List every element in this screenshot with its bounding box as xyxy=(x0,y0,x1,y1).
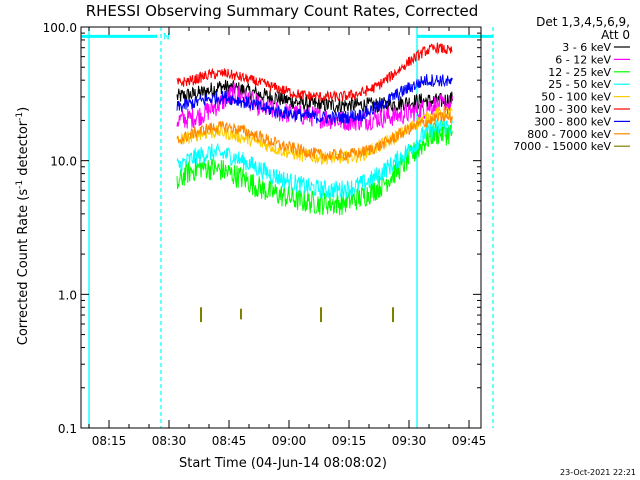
y-axis-label: Corrected Count Rate (s-1 detector-1) xyxy=(15,107,31,345)
legend-label: 25 - 50 keV xyxy=(548,78,611,91)
series-800to7000keV xyxy=(176,111,453,162)
y-axis-label-sup: -1 xyxy=(15,180,25,189)
series-line xyxy=(176,119,453,199)
x-axis-label: Start Time (04-Jun-14 08:08:02) xyxy=(179,456,387,471)
series-line xyxy=(176,79,453,114)
legend-label: 50 - 100 keV xyxy=(541,91,611,104)
y-tick-label: 1.0 xyxy=(58,288,77,302)
footer-timestamp: 23-Oct-2021 22:21 xyxy=(560,468,636,477)
plot-frame xyxy=(80,26,482,429)
flag-label: N xyxy=(163,32,170,42)
x-tick-label: 08:45 xyxy=(212,434,247,448)
legend-label: 800 - 7000 keV xyxy=(527,128,611,141)
plot-area: N xyxy=(81,27,494,428)
y-axis-label-sup2: -1 xyxy=(15,112,25,121)
legend-label: 300 - 800 keV xyxy=(534,115,611,128)
x-tick-label: 08:30 xyxy=(152,434,187,448)
series-line xyxy=(176,74,453,126)
legend-label: 3 - 6 keV xyxy=(562,41,611,54)
series-line xyxy=(176,42,453,102)
y-tick-label: 0.1 xyxy=(58,422,77,436)
axes-layer: 100.0 10.0 1.0 0.1 08:15 08:30 08:45 09:00 09:15… xyxy=(43,21,487,448)
legend-label: 6 - 12 keV xyxy=(555,53,611,66)
series-line xyxy=(176,111,453,162)
series-25to50keV xyxy=(176,119,453,199)
x-tick-label: 08:15 xyxy=(92,434,127,448)
x-tick-label: 09:45 xyxy=(452,434,487,448)
y-tick-label: 100.0 xyxy=(43,21,77,35)
series-7000to15000keV xyxy=(200,307,394,323)
y-axis-label-close: ) xyxy=(16,107,31,112)
legend-header-line-2: Att 0 xyxy=(601,28,630,42)
y-axis-label-tail: detector xyxy=(16,120,31,180)
y-tick-label: 10.0 xyxy=(50,155,77,169)
x-tick-label: 09:15 xyxy=(332,434,367,448)
series-line xyxy=(176,121,453,216)
y-axis-label-main: Corrected Count Rate (s xyxy=(16,189,31,346)
series-300to800keV xyxy=(176,74,453,126)
series-layer xyxy=(176,42,453,323)
legend-label: 7000 - 15000 keV xyxy=(513,140,611,153)
series-100to300keV xyxy=(176,42,453,102)
series-12to25keV xyxy=(176,121,453,216)
x-tick-label: 09:30 xyxy=(392,434,427,448)
legend-label: 100 - 300 keV xyxy=(534,103,611,116)
legend-label: 12 - 25 keV xyxy=(548,66,611,79)
chart-title: RHESSI Observing Summary Count Rates, Co… xyxy=(86,2,479,20)
series-3to6keV xyxy=(176,79,453,114)
x-tick-label: 09:00 xyxy=(272,434,307,448)
legend-header-line-1: Det 1,3,4,5,6,9, xyxy=(536,15,630,29)
